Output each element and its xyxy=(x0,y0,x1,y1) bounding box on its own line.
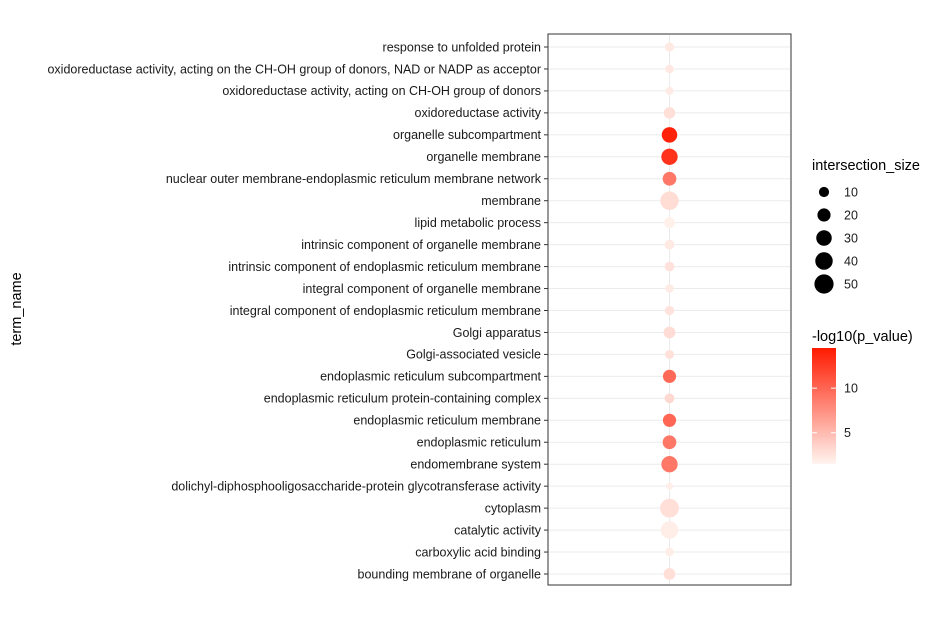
term-label: catalytic activity xyxy=(454,523,542,537)
term-label: organelle membrane xyxy=(426,150,541,164)
term-point xyxy=(665,547,674,557)
term-point xyxy=(661,127,678,143)
term-point xyxy=(663,568,676,580)
term-point xyxy=(665,64,674,74)
term-label: oxidoreductase activity xyxy=(415,106,542,120)
size-legend-label: 20 xyxy=(844,208,858,222)
term-label: membrane xyxy=(481,194,541,208)
term-label: bounding membrane of organelle xyxy=(358,567,542,581)
term-point xyxy=(660,521,679,539)
term-label: endoplasmic reticulum membrane xyxy=(353,414,541,428)
size-legend-label: 30 xyxy=(844,231,858,245)
term-label: oxidoreductase activity, acting on CH-OH… xyxy=(222,84,541,98)
data-points xyxy=(660,42,679,580)
term-label: oxidoreductase activity, acting on the C… xyxy=(47,62,541,76)
color-legend-label: 10 xyxy=(844,381,858,395)
term-point xyxy=(664,305,675,316)
term-label: intrinsic component of organelle membran… xyxy=(301,238,541,252)
size-legend: intersection_size 10 20 30 40 50 xyxy=(812,158,920,294)
size-legend-title: intersection_size xyxy=(812,158,920,174)
term-label: integral component of endoplasmic reticu… xyxy=(230,304,541,318)
size-legend-label: 10 xyxy=(844,185,858,199)
color-legend: -log10(p_value) 5 10 xyxy=(812,329,913,464)
term-label: carboxylic acid binding xyxy=(415,545,541,559)
term-point xyxy=(663,326,676,339)
term-point xyxy=(665,349,674,359)
term-point xyxy=(664,239,675,250)
term-point xyxy=(662,369,677,383)
size-legend-dot xyxy=(816,230,832,246)
term-label: Golgi-associated vesicle xyxy=(406,348,541,362)
term-label: nuclear outer membrane-endoplasmic retic… xyxy=(166,172,542,186)
term-label: endoplasmic reticulum protein-containing… xyxy=(264,392,542,406)
term-point xyxy=(660,191,679,210)
term-label: organelle subcompartment xyxy=(393,128,542,142)
term-point xyxy=(661,456,678,473)
term-point xyxy=(666,482,673,490)
term-label: endomembrane system xyxy=(410,458,541,472)
term-label: cytoplasm xyxy=(485,501,541,515)
term-label: intrinsic component of endoplasmic retic… xyxy=(228,260,541,274)
term-label: Golgi apparatus xyxy=(453,326,541,340)
term-point xyxy=(661,148,678,165)
term-point xyxy=(662,171,677,186)
term-point xyxy=(665,284,674,293)
color-legend-label: 5 xyxy=(844,426,851,440)
term-point xyxy=(660,498,679,518)
color-legend-title: -log10(p_value) xyxy=(812,329,913,345)
term-point xyxy=(665,86,674,95)
size-legend-dot xyxy=(818,186,830,198)
term-label: integral component of organelle membrane xyxy=(303,282,541,296)
term-label: lipid metabolic process xyxy=(415,216,541,230)
term-point xyxy=(664,42,675,52)
term-point xyxy=(663,107,676,119)
term-label: dolichyl-diphosphooligosaccharide-protei… xyxy=(171,479,541,493)
term-label: response to unfolded protein xyxy=(383,40,541,54)
term-point xyxy=(664,393,675,404)
term-point xyxy=(664,261,675,272)
size-legend-label: 50 xyxy=(844,277,858,291)
y-axis-tick-labels: response to unfolded protein oxidoreducta… xyxy=(47,40,541,581)
term-label: endoplasmic reticulum subcompartment xyxy=(320,370,541,384)
term-point xyxy=(662,413,677,427)
term-point xyxy=(664,217,675,229)
y-axis-ticks xyxy=(544,46,548,575)
size-legend-dot xyxy=(815,252,833,270)
term-label: endoplasmic reticulum xyxy=(417,436,541,450)
size-legend-dot xyxy=(817,208,831,222)
term-point xyxy=(662,435,677,450)
size-legend-label: 40 xyxy=(844,254,858,268)
y-axis-title: term_name xyxy=(9,272,25,345)
color-bar xyxy=(812,348,836,464)
size-legend-dot xyxy=(814,274,834,294)
